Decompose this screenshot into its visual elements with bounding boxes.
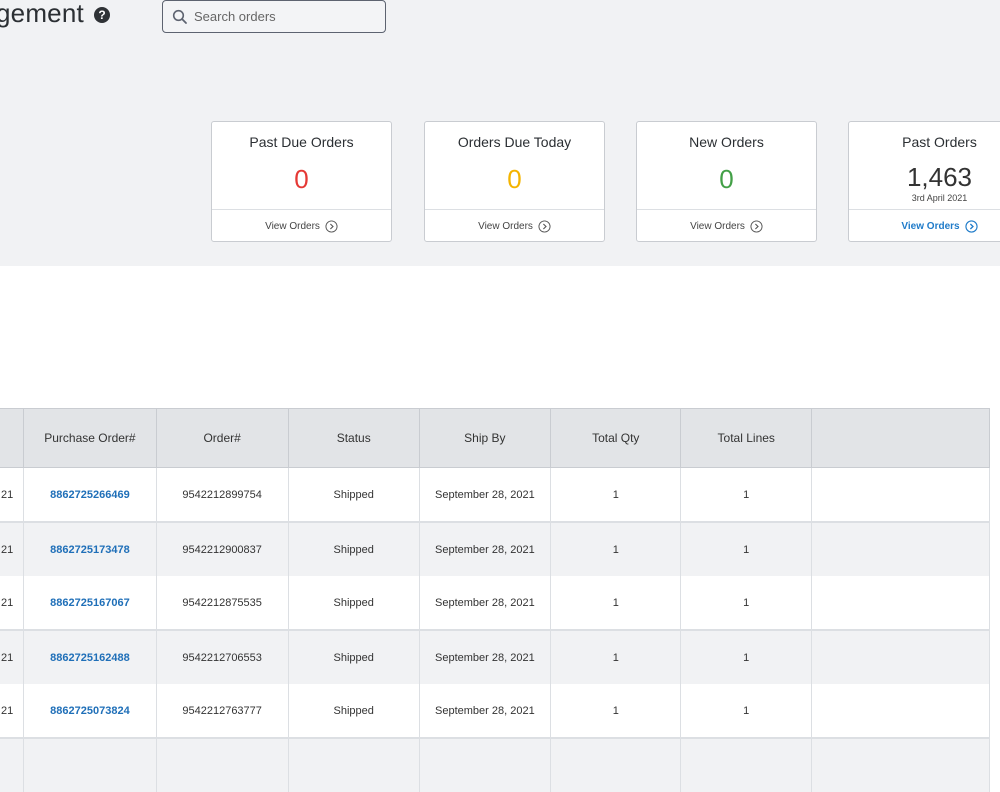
table-row[interactable]: 21 8862725173478 9542212900837 Shipped S… [0,522,990,576]
card-title: New Orders [689,134,764,150]
purchase-order-cell: 8862725266469 [23,467,157,522]
empty-cell [811,684,990,738]
total-lines-cell: 1 [680,467,812,522]
table-row[interactable]: 21 8862725073824 9542212763777 Shipped S… [0,684,990,738]
order-cell: 9542212899754 [155,467,289,522]
empty-cell [0,738,25,792]
empty-cell [287,738,420,792]
empty-cell [680,738,812,792]
view-orders-label: View Orders [478,221,533,232]
ship-by-cell: September 28, 2021 [418,576,552,630]
column-header-purchase-order[interactable]: Purchase Order# [23,408,157,468]
view-orders-link[interactable]: View Orders [637,209,816,243]
empty-cell [418,738,552,792]
empty-cell [811,522,990,576]
order-cell: 9542212706553 [155,630,289,684]
search-icon [172,9,187,24]
card-value: 1,463 [906,162,973,192]
orders-table: Purchase Order# Order# Status Ship By To… [0,408,990,792]
ship-by-cell: September 28, 2021 [418,630,552,684]
column-header-ship-by[interactable]: Ship By [418,408,552,468]
view-orders-label: View Orders [690,221,745,232]
view-orders-link[interactable]: View Orders [212,209,391,243]
purchase-order-link[interactable]: 8862725173478 [50,543,130,556]
status-cell: Shipped [287,576,420,630]
empty-cell [811,576,990,630]
status-cell: Shipped [287,684,420,738]
purchase-order-link[interactable]: 8862725167067 [50,596,130,609]
total-lines-cell: 1 [680,684,812,738]
empty-cell [23,738,157,792]
empty-cell [550,738,682,792]
table-row[interactable]: 21 8862725167067 9542212875535 Shipped S… [0,576,990,630]
column-header-total-qty[interactable]: Total Qty [550,408,682,468]
empty-cell [811,630,990,684]
empty-cell [811,467,990,522]
total-lines-cell: 1 [680,576,812,630]
date-cell: 21 [0,576,25,630]
date-cell: 21 [0,467,25,522]
view-orders-label: View Orders [901,221,960,232]
card-value: 0 [719,164,734,194]
ship-by-cell: September 28, 2021 [418,467,552,522]
purchase-order-cell: 8862725167067 [23,576,157,630]
column-header-total-lines[interactable]: Total Lines [680,408,812,468]
order-cell: 9542212875535 [155,576,289,630]
card-value: 0 [294,164,309,194]
column-header-status[interactable]: Status [287,408,420,468]
order-cell: 9542212900837 [155,522,289,576]
search-box[interactable] [162,0,386,33]
total-qty-cell: 1 [550,467,682,522]
total-qty-cell: 1 [550,684,682,738]
card-value: 0 [507,164,522,194]
view-orders-label: View Orders [265,221,320,232]
new-orders-card: New Orders 0 View Orders [636,121,817,242]
card-title: Past Orders [902,134,977,150]
column-header [811,408,990,468]
status-cell: Shipped [287,467,420,522]
column-header[interactable] [0,408,25,468]
view-orders-link[interactable]: View Orders [425,209,604,243]
card-subtext: 3rd April 2021 [911,193,968,203]
date-cell: 21 [0,522,25,576]
column-header-order[interactable]: Order# [155,408,289,468]
table-header-row: Purchase Order# Order# Status Ship By To… [0,408,990,468]
ship-by-cell: September 28, 2021 [418,684,552,738]
chevron-right-circle-icon [750,220,763,233]
status-cell: Shipped [287,522,420,576]
status-cell: Shipped [287,630,420,684]
ship-by-cell: September 28, 2021 [418,522,552,576]
table-row[interactable] [0,738,990,792]
chevron-right-circle-icon [325,220,338,233]
purchase-order-link[interactable]: 8862725162488 [50,651,130,664]
view-orders-link[interactable]: View Orders [849,209,1000,243]
orders-due-today-card: Orders Due Today 0 View Orders [424,121,605,242]
question-circle-icon[interactable]: ? [94,7,110,23]
total-lines-cell: 1 [680,630,812,684]
card-title: Orders Due Today [457,134,572,150]
search-input[interactable] [192,8,376,25]
total-qty-cell: 1 [550,576,682,630]
date-cell: 21 [0,684,25,738]
chevron-right-circle-icon [538,220,551,233]
purchase-order-link[interactable]: 8862725073824 [50,704,130,717]
table-row[interactable]: 21 8862725266469 9542212899754 Shipped S… [0,467,990,522]
page-title: gement [0,0,84,28]
purchase-order-cell: 8862725162488 [23,630,157,684]
empty-cell [811,738,990,792]
purchase-order-link[interactable]: 8862725266469 [50,488,130,501]
total-lines-cell: 1 [680,522,812,576]
purchase-order-cell: 8862725173478 [23,522,157,576]
total-qty-cell: 1 [550,522,682,576]
date-cell: 21 [0,630,25,684]
purchase-order-cell: 8862725073824 [23,684,157,738]
order-cell: 9542212763777 [155,684,289,738]
table-row[interactable]: 21 8862725162488 9542212706553 Shipped S… [0,630,990,684]
card-title: Past Due Orders [249,134,354,150]
chevron-right-circle-icon [964,220,978,233]
past-due-orders-card: Past Due Orders 0 View Orders [211,121,392,242]
past-orders-card: Past Orders 1,463 3rd April 2021 View Or… [848,121,1000,242]
empty-cell [155,738,289,792]
total-qty-cell: 1 [550,630,682,684]
